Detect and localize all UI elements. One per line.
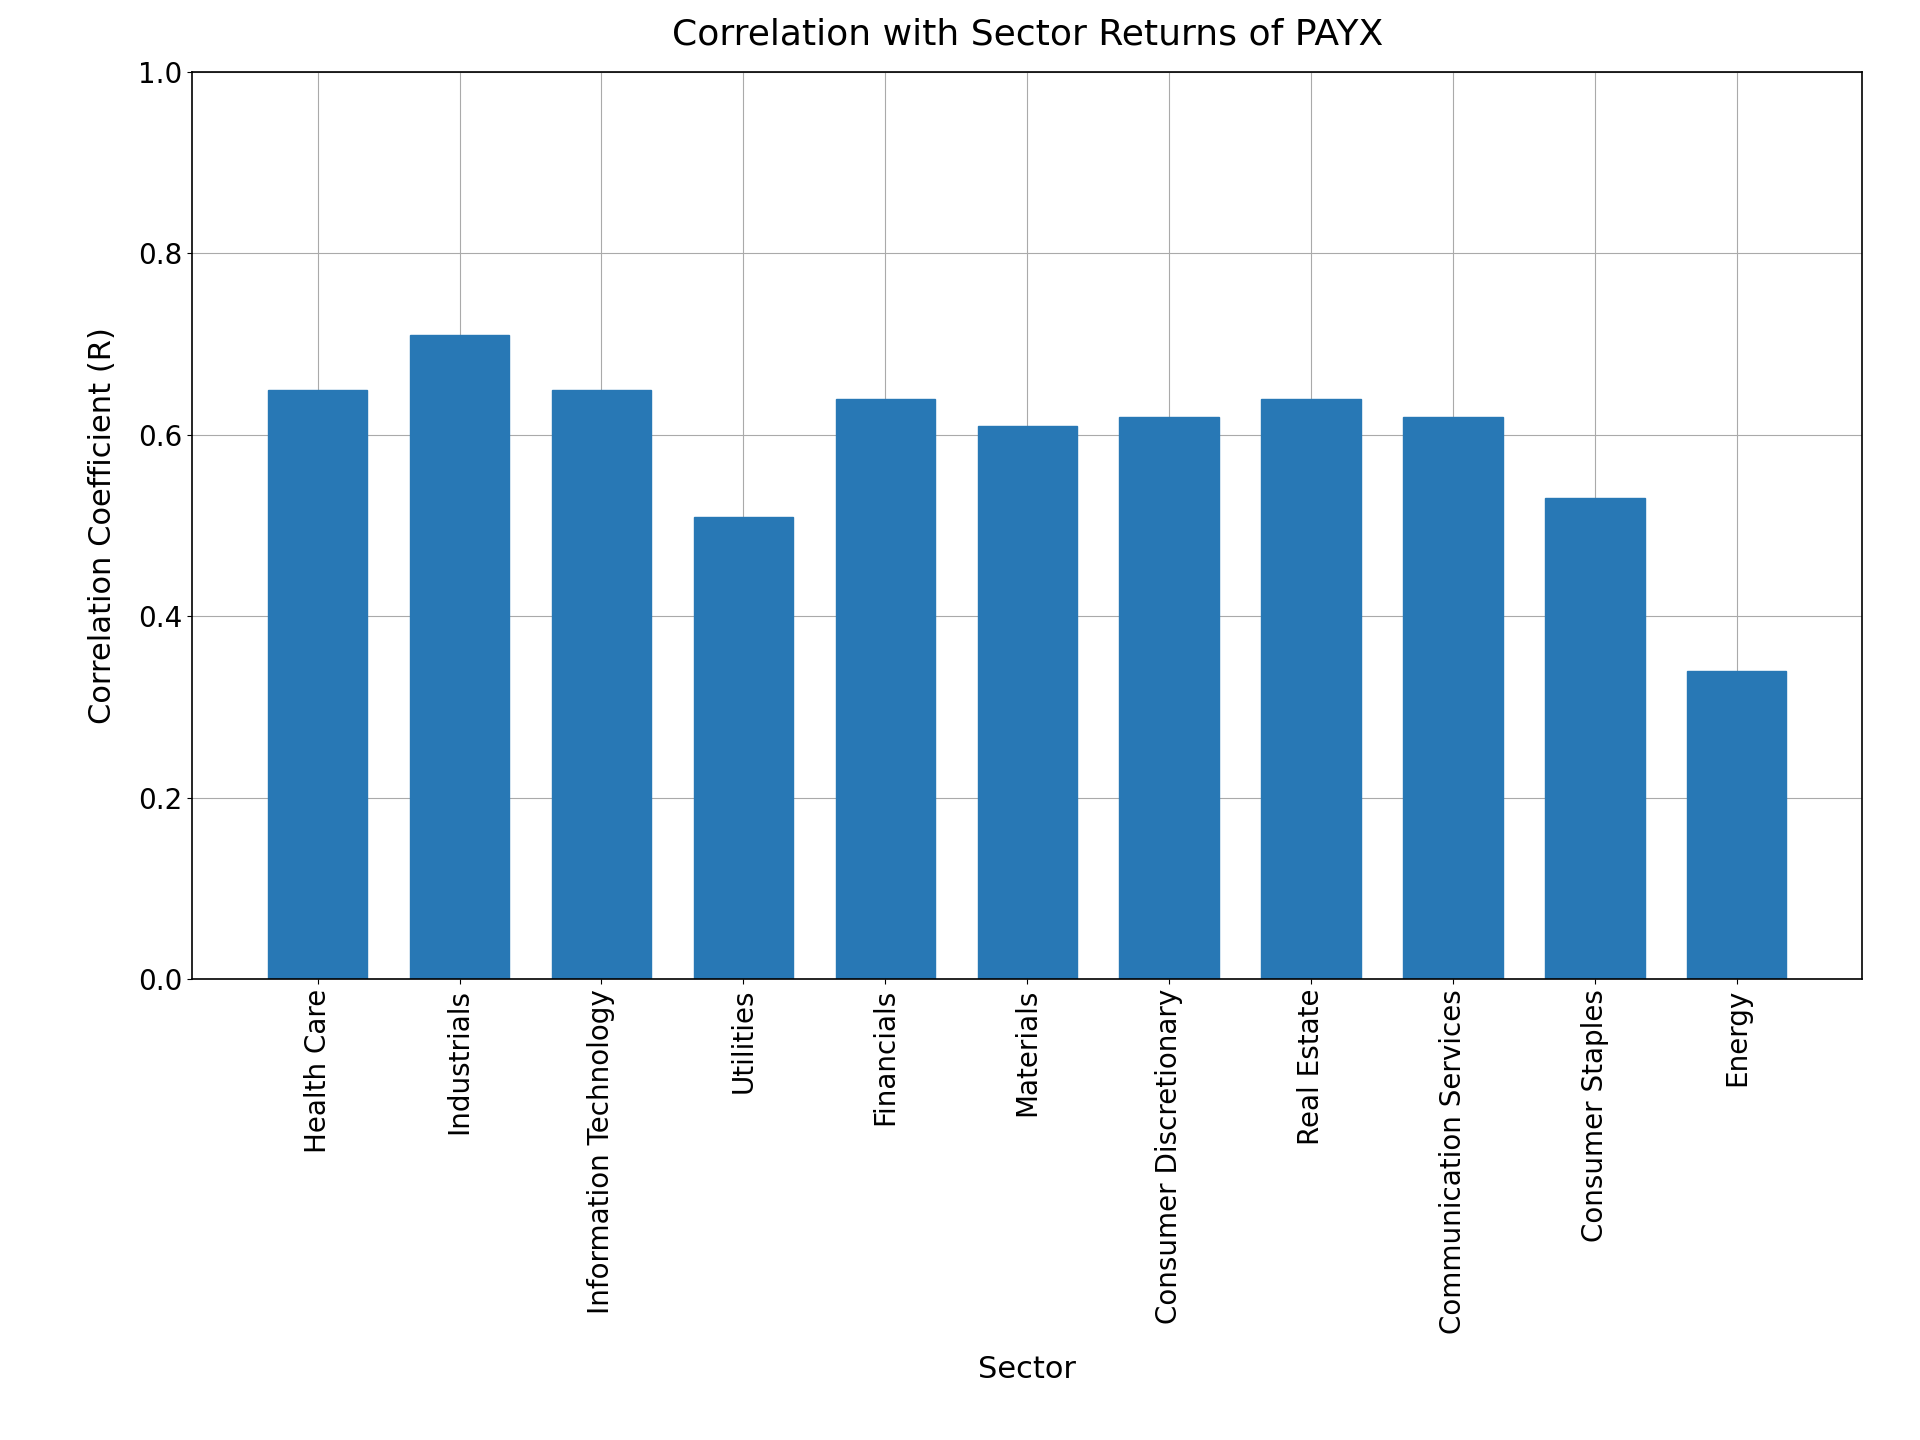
Bar [269,389,367,979]
Bar [1688,671,1786,979]
Bar [409,336,509,979]
X-axis label: Sector: Sector [977,1355,1077,1384]
Y-axis label: Correlation Coefficient (R): Correlation Coefficient (R) [88,327,117,724]
Title: Correlation with Sector Returns of PAYX: Correlation with Sector Returns of PAYX [672,17,1382,52]
Bar [693,517,793,979]
Bar [1261,399,1361,979]
Bar [977,426,1077,979]
Bar [1404,416,1503,979]
Bar [551,389,651,979]
Bar [835,399,935,979]
Bar [1119,416,1219,979]
Bar [1546,498,1645,979]
